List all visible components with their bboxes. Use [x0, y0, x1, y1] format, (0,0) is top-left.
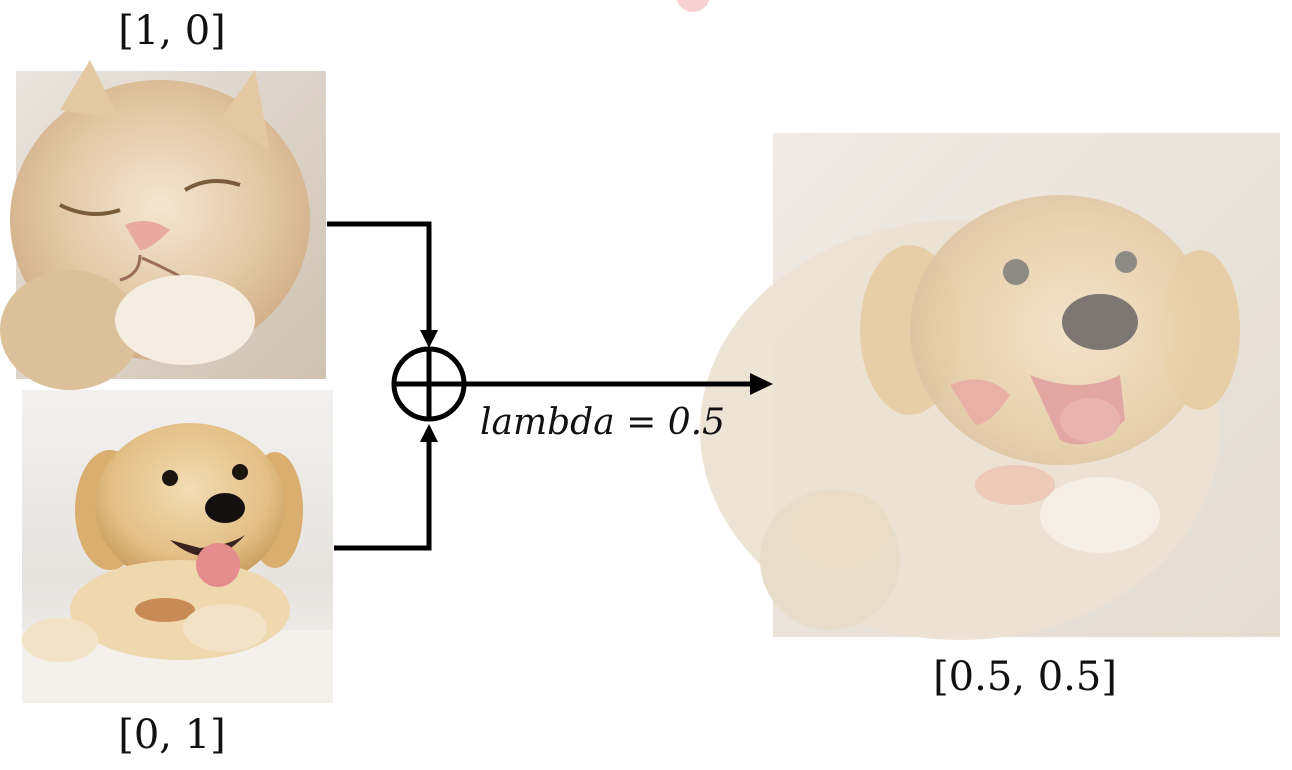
- mixed-label: [0.5, 0.5]: [933, 654, 1117, 700]
- lambda-label: lambda = 0.5: [480, 402, 725, 443]
- dog-connector: [334, 438, 432, 551]
- dog-image: [22, 390, 333, 703]
- plus-circle-icon: [391, 346, 467, 422]
- cat-connector: [327, 221, 432, 335]
- cat-label: [1, 0]: [118, 8, 226, 54]
- dog-label: [0, 1]: [118, 712, 226, 758]
- cat-image: [0, 60, 326, 390]
- dog-arrowhead: [420, 424, 438, 442]
- output-arrowhead: [750, 373, 773, 395]
- cat-arrowhead: [420, 330, 438, 348]
- connector-lines: [327, 221, 752, 551]
- watermark-dot: [676, 0, 710, 12]
- mixed-image: [700, 133, 1280, 640]
